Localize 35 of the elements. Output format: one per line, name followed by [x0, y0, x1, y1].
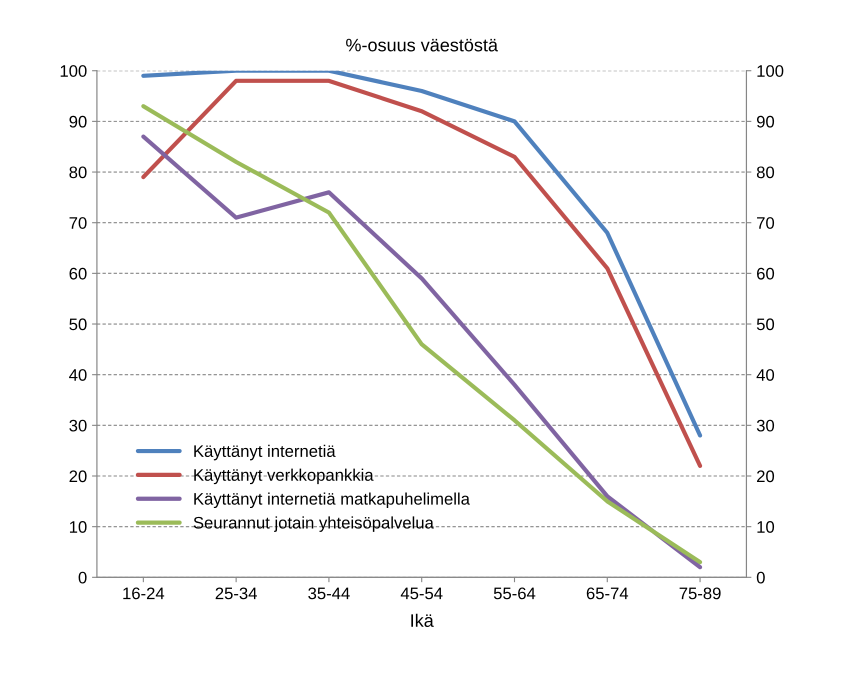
x-tick-label: 25-34	[216, 587, 257, 600]
legend-label: Käyttänyt verkkopankkia	[194, 468, 374, 484]
y2-tick-label: 100	[757, 65, 784, 77]
y-tick-label: 30	[69, 420, 87, 432]
y2-tick-label: 60	[757, 268, 774, 280]
x-tick-label: 35-44	[308, 587, 350, 600]
x-tick-label: 16-24	[123, 587, 164, 600]
y-tick-label: 80	[69, 166, 87, 178]
y2-tick-label: 30	[756, 420, 774, 432]
y-tick-label: 60	[70, 268, 87, 280]
x-tick-label: 75-89	[680, 587, 721, 600]
y-tick-label: 20	[70, 470, 87, 482]
y2-tick-label: 10	[757, 521, 774, 533]
y2-tick-label: 40	[756, 369, 774, 381]
y-tick-label: 70	[70, 217, 87, 229]
y-tick-label: 50	[69, 318, 87, 330]
y-tick-label: 90	[69, 116, 87, 128]
y2-tick-label: 80	[756, 166, 774, 178]
x-tick-label: 55-64	[494, 587, 536, 600]
x-tick-label: 45-54	[400, 588, 443, 600]
x-tick-label: 65-74	[586, 587, 628, 600]
legend-label: Käyttänyt internetiä	[194, 444, 336, 460]
chart-title: %-osuus väestöstä	[346, 38, 498, 52]
legend-label: Seurannut jotain yhteisöpalvelua	[194, 516, 434, 532]
y2-tick-label: 0	[756, 572, 765, 584]
legend-label: Käyttänyt internetiä matkapuhelimella	[194, 492, 470, 508]
y2-tick-label: 50	[756, 318, 774, 330]
x-axis-title: Ikä	[411, 614, 434, 627]
y2-tick-label: 70	[757, 217, 774, 229]
y-tick-label: 40	[69, 369, 87, 381]
y-tick-label: 10	[70, 521, 87, 533]
y2-tick-label: 20	[757, 470, 774, 482]
y2-tick-label: 90	[756, 116, 774, 128]
y-tick-label: 100	[60, 65, 87, 77]
y-tick-label: 0	[78, 572, 87, 584]
